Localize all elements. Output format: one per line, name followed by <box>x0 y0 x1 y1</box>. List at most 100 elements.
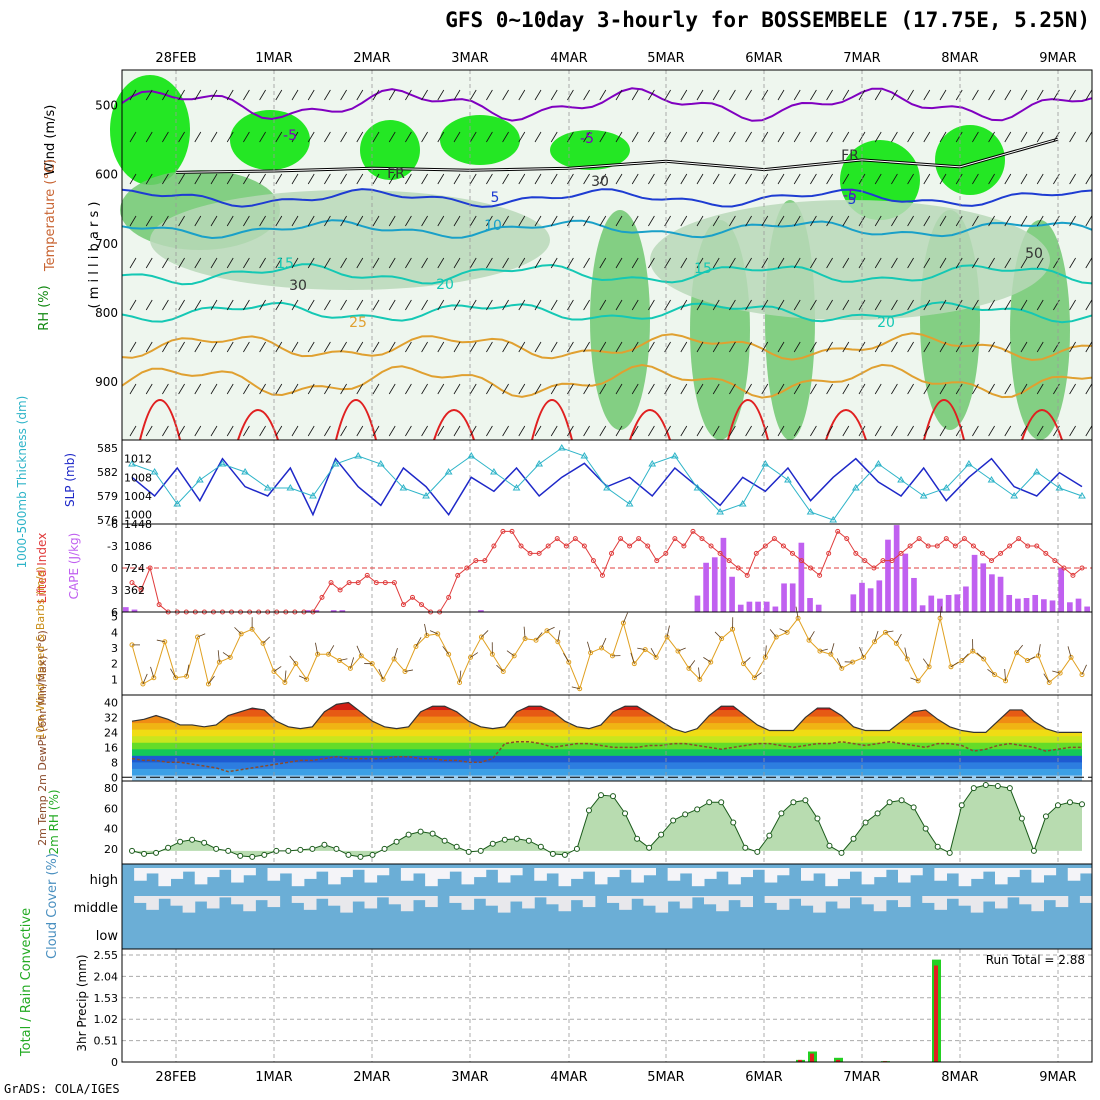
wind-tick-label: 1 <box>111 673 118 686</box>
cape-bar <box>1041 599 1047 612</box>
cape-bar <box>815 604 822 612</box>
rh-point <box>694 806 701 813</box>
wind-barb <box>754 672 762 679</box>
wind-barb <box>210 341 218 353</box>
rh-point <box>141 850 148 857</box>
lifted-index-point <box>889 558 895 564</box>
wind-barb <box>745 383 752 395</box>
cape-bar <box>339 610 346 612</box>
temperature-contour <box>121 332 1093 362</box>
thickness-point <box>490 468 498 475</box>
wind-barb <box>939 425 947 437</box>
wind-barb <box>372 131 380 143</box>
wind-barb <box>826 257 833 269</box>
wind-barb <box>178 257 185 269</box>
temp-bands <box>132 702 1082 781</box>
wind-barb <box>405 215 412 227</box>
cloud-mid <box>1079 896 1093 903</box>
li-tick-label: 3 <box>111 584 118 597</box>
cloud-mid <box>485 896 499 906</box>
cloud-high <box>364 868 378 883</box>
wind-barb <box>729 131 736 143</box>
wind-barb <box>273 666 282 672</box>
thickness-point <box>218 460 227 467</box>
wind-barb <box>421 341 428 353</box>
wind-barb <box>226 257 234 269</box>
wind-barb <box>502 383 509 395</box>
wind-barb <box>826 215 833 227</box>
freezing-level-line-inner <box>175 138 1059 173</box>
wind-speed-point <box>893 640 899 646</box>
ylabel-millibars: ( m i l l i b a r s ) <box>87 202 102 309</box>
wind-speed-point <box>347 665 353 671</box>
thickness-tick-label: 576 <box>97 514 118 527</box>
wind-barb <box>226 173 234 185</box>
wind-speed-point <box>391 656 397 662</box>
lifted-index-point <box>826 550 832 556</box>
rh-point <box>730 819 737 826</box>
wind-barb <box>907 341 914 353</box>
contour-label: 15 <box>694 261 712 277</box>
wind-barb <box>243 215 250 227</box>
cape-bar <box>763 601 770 612</box>
wind-barb <box>680 131 688 143</box>
date-label-bottom: 7MAR <box>843 1070 880 1085</box>
wind-barb <box>421 89 428 101</box>
cape-bar <box>911 577 917 612</box>
lifted-index-point <box>744 572 750 578</box>
wind-barb <box>793 131 801 143</box>
page-title: GFS 0~10day 3-hourly for BOSSEMBELE (17.… <box>445 8 1090 32</box>
rh-point <box>622 810 629 817</box>
rh-point <box>561 851 568 858</box>
cape-bar <box>1015 598 1021 612</box>
wind-barb <box>291 173 299 185</box>
wind-barb <box>356 89 364 101</box>
wind-barb <box>388 89 396 101</box>
wind-barb <box>1037 644 1041 656</box>
wind-barb <box>972 89 979 101</box>
lifted-index-point <box>1079 565 1085 571</box>
cape-bar <box>945 594 952 612</box>
wind-barb <box>502 341 509 353</box>
wind-barb <box>470 652 479 658</box>
wind-barb <box>307 89 315 101</box>
slp-panel: 585 582 579 576 1012 1008 1004 1000 <box>97 439 1093 527</box>
wind-barb <box>469 215 477 227</box>
thickness-point <box>738 500 747 507</box>
lifted-index-point <box>645 543 651 549</box>
wind-barb <box>437 425 445 437</box>
wind-barb <box>210 215 218 227</box>
wind-barb <box>972 173 979 185</box>
wind-barb <box>615 131 623 143</box>
wind-barb <box>404 669 413 672</box>
rh-point <box>1054 802 1061 809</box>
wind-speed-point <box>948 664 954 670</box>
cloud-mid <box>570 896 584 901</box>
wind-barb <box>145 257 153 269</box>
cloud-mid <box>449 896 462 903</box>
wind-barb <box>226 215 234 227</box>
lifted-index-point <box>464 565 470 571</box>
ylabel-precip: 3hr Precip (mm) <box>75 954 89 1051</box>
wind-barb <box>563 652 570 663</box>
lifted-index-point <box>618 536 624 542</box>
wind-barb <box>874 173 882 185</box>
wind-barb <box>129 299 137 311</box>
lifted-index-point <box>590 558 596 564</box>
wind-barb <box>583 257 590 269</box>
wind-barb <box>275 173 283 185</box>
wind-speed-point <box>446 651 452 657</box>
rh-point <box>1018 815 1025 822</box>
cape-tick-label: 724 <box>124 562 145 575</box>
wind-barb <box>129 131 137 143</box>
rh-point <box>670 817 677 824</box>
wind-barb <box>1069 131 1076 143</box>
cloud-mid <box>522 896 535 909</box>
rh-point <box>513 835 520 842</box>
wind-barb <box>599 341 607 353</box>
wind-barb <box>340 425 347 437</box>
wind-barb <box>599 383 607 395</box>
wind-barb <box>429 630 438 635</box>
wind-barb <box>1069 383 1076 395</box>
wind-barb <box>262 636 271 644</box>
